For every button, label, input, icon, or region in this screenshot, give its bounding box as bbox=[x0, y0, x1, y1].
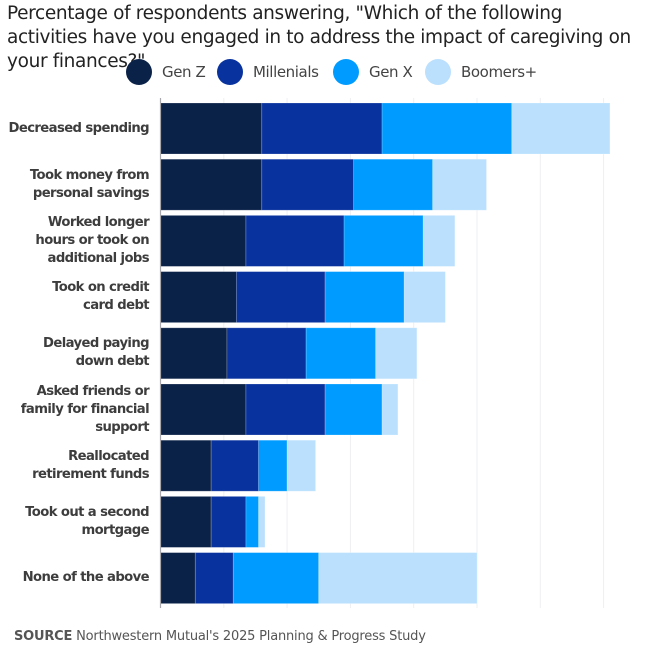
bar-boomers bbox=[375, 327, 418, 380]
bar-gen-z bbox=[160, 102, 263, 155]
bar-boomers bbox=[286, 439, 316, 492]
category-label-line: mortgage bbox=[81, 522, 149, 538]
category-label-line: support bbox=[95, 419, 149, 435]
bar-millenials bbox=[245, 214, 345, 267]
category-label: Asked friends or family for financial supp… bbox=[0, 383, 150, 435]
bar-boomers bbox=[403, 271, 446, 324]
category-label-line: hours or took on bbox=[35, 232, 149, 248]
legend-item-gen-z: Gen Z bbox=[126, 59, 206, 85]
bar-millenials bbox=[236, 271, 326, 324]
legend-label-boomers: Boomers+ bbox=[461, 63, 537, 81]
category-label-line: Took out a second bbox=[25, 504, 149, 520]
bar-millenials bbox=[261, 158, 354, 211]
category-label-line: Decreased spending bbox=[8, 120, 150, 136]
bar-millenials bbox=[261, 102, 383, 155]
source-label: SOURCE bbox=[14, 629, 73, 644]
bar-boomers bbox=[318, 552, 478, 604]
source-text: Northwestern Mutual's 2025 Planning & Pr… bbox=[76, 629, 426, 644]
bar-gen-z bbox=[160, 214, 247, 267]
legend-item-gen-x: Gen X bbox=[333, 59, 413, 85]
category-label: Decreased spending bbox=[0, 103, 150, 154]
category-label: Took out a second mortgage bbox=[0, 496, 149, 547]
bar-millenials bbox=[210, 495, 247, 548]
legend-item-boomers: Boomers+ bbox=[425, 59, 537, 85]
category-label-line: additional jobs bbox=[47, 250, 150, 266]
bar-gen-x bbox=[324, 271, 405, 324]
category-label: None of the above bbox=[0, 553, 150, 604]
bar-gen-z bbox=[160, 439, 212, 492]
source-note: SOURCE Northwestern Mutual's 2025 Planni… bbox=[14, 629, 426, 644]
bar-boomers bbox=[511, 102, 611, 155]
category-label: Reallocated retirement funds bbox=[0, 440, 150, 491]
bar-gen-x bbox=[232, 552, 320, 604]
bar-millenials bbox=[194, 552, 234, 604]
category-label: Delayed paying down debt bbox=[0, 328, 150, 379]
category-label-line: Worked longer bbox=[47, 214, 150, 230]
category-label-line: Took money from bbox=[29, 167, 150, 183]
bar-boomers bbox=[432, 158, 487, 211]
category-label-line: card debt bbox=[83, 298, 150, 314]
category-label-line: Asked friends or bbox=[36, 383, 150, 399]
chart-title: Percentage of respondents answering, "Wh… bbox=[7, 3, 631, 72]
legend-item-millenials: Millenials bbox=[217, 59, 319, 85]
category-label-line: down debt bbox=[75, 354, 150, 370]
category-label-line: Took on credit bbox=[52, 280, 150, 296]
category-label-line: Delayed paying bbox=[43, 336, 150, 352]
bar-gen-x bbox=[381, 102, 513, 155]
bar-gen-x bbox=[245, 495, 260, 548]
legend-swatch-gen-z bbox=[126, 59, 152, 85]
bar-gen-z bbox=[160, 552, 196, 604]
category-label-line: family for financial bbox=[20, 401, 150, 417]
bar-millenials bbox=[245, 383, 326, 436]
bar-gen-z bbox=[160, 327, 228, 380]
legend: Gen Z Millenials Gen X Boomers+ bbox=[0, 59, 646, 85]
category-label-line: Reallocated bbox=[68, 448, 150, 464]
bar-boomers bbox=[258, 495, 266, 548]
legend-label-millenials: Millenials bbox=[253, 63, 319, 81]
bar-gen-x bbox=[353, 158, 434, 211]
bar-gen-z bbox=[160, 158, 263, 211]
bar-gen-x bbox=[343, 214, 424, 267]
bar-gen-x bbox=[324, 383, 383, 436]
bar-gen-z bbox=[160, 383, 247, 436]
legend-swatch-gen-x bbox=[333, 59, 359, 85]
legend-label-gen-z: Gen Z bbox=[162, 63, 206, 81]
bar-millenials bbox=[226, 327, 307, 380]
bar-gen-x bbox=[258, 439, 288, 492]
category-label-line: retirement funds bbox=[32, 466, 150, 482]
bar-boomers bbox=[422, 214, 456, 267]
bar-millenials bbox=[210, 439, 260, 492]
bar-gen-x bbox=[305, 327, 377, 380]
category-label-line: None of the above bbox=[22, 570, 150, 586]
legend-swatch-boomers bbox=[425, 59, 451, 85]
category-label: Took on credit card debt bbox=[0, 272, 150, 323]
category-label-line: personal savings bbox=[32, 185, 150, 201]
legend-label-gen-x: Gen X bbox=[369, 63, 413, 81]
category-label: Worked longer hours or took on additional … bbox=[0, 215, 149, 266]
bar-gen-z bbox=[160, 495, 212, 548]
bar-boomers bbox=[381, 383, 399, 436]
legend-swatch-millenials bbox=[217, 59, 243, 85]
category-label: Took money from personal savings bbox=[0, 159, 150, 210]
bar-gen-z bbox=[160, 271, 237, 324]
